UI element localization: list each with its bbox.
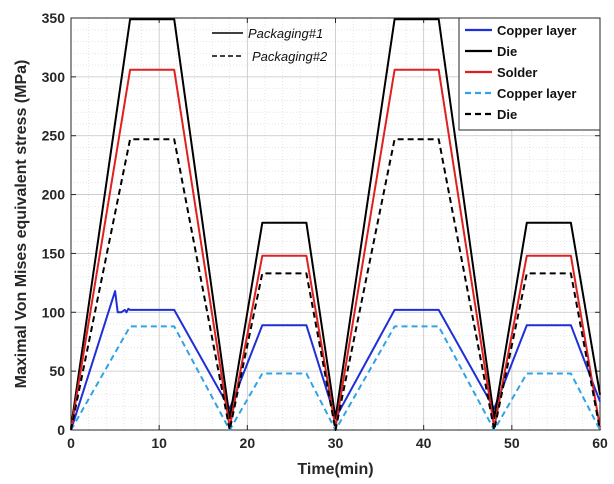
legend-label: Copper layer [497,86,576,101]
x-tick-label: 60 [592,435,608,451]
x-tick-label: 40 [416,435,432,451]
y-tick-label: 200 [42,187,66,203]
packaging-2-label: Packaging#2 [252,49,328,64]
x-tick-label: 0 [67,435,75,451]
series-line-packaging1-die [70,18,601,428]
x-tick-label: 10 [151,435,167,451]
legend-box [458,17,601,131]
y-tick-label: 350 [42,10,66,26]
y-axis-title: Maximal Von Mises equivalent stress (MPa… [13,60,30,389]
y-tick-label: 250 [42,128,66,144]
legend-label: Copper layer [497,23,576,38]
x-axis-title: Time(min) [297,461,373,478]
packaging-1-label: Packaging#1 [248,26,323,41]
packaging-annotation: Packaging#1 Packaging#2 [212,26,328,64]
x-tick-label: 50 [504,435,520,451]
legend-items: Copper layer Die Solder Copper layer Die [465,23,576,122]
series-line-packaging1-copper-layer [70,290,601,431]
y-tick-label: 150 [42,245,66,261]
legend: Copper layer Die Solder Copper layer Die [458,17,601,131]
y-tick-label: 300 [42,69,66,85]
y-tick-labels: 0 50 100 150 200 250 300 350 [42,10,66,438]
legend-label: Die [497,107,517,122]
y-tick-label: 50 [49,363,65,379]
y-tick-label: 100 [42,304,66,320]
x-tick-label: 20 [240,435,256,451]
legend-label: Die [497,44,517,59]
y-tick-label: 0 [57,422,65,438]
series-line-packaging2-die [70,138,601,431]
series-lines [70,18,601,431]
x-tick-labels: 0 10 20 30 40 50 60 [67,435,608,451]
x-tick-label: 30 [328,435,344,451]
legend-label: Solder [497,65,537,80]
